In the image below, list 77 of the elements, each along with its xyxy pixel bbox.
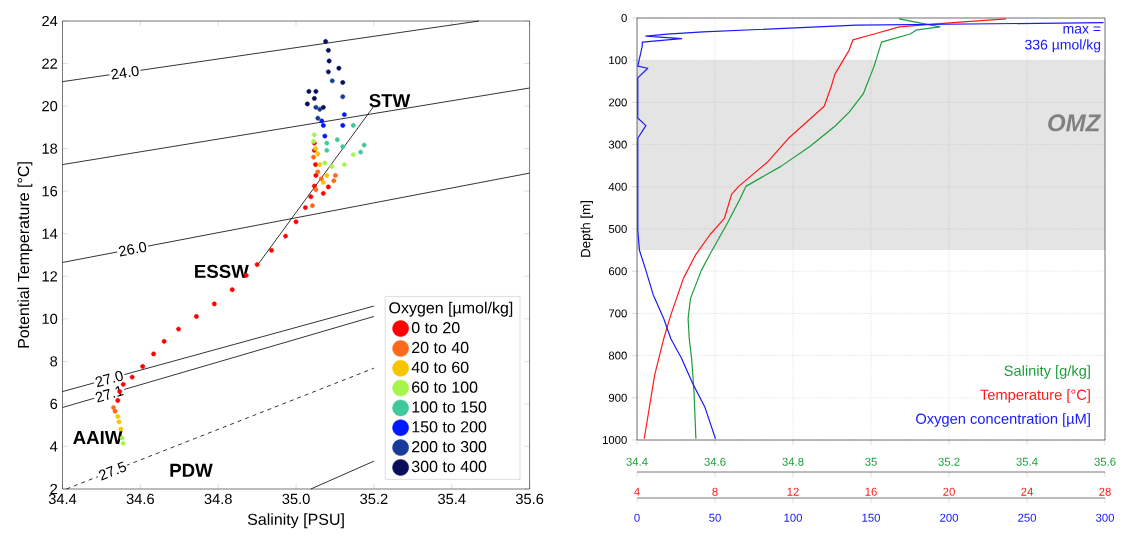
x2-tick-label: 150 bbox=[862, 513, 881, 522]
y-tick-label: 100 bbox=[609, 56, 627, 65]
legend-label: 60 to 100 bbox=[412, 381, 478, 393]
band-label: OMZ bbox=[1048, 114, 1102, 132]
y-tick-label: 18 bbox=[42, 143, 58, 154]
y-tick-label: 600 bbox=[608, 267, 627, 276]
text: 27.1 bbox=[95, 385, 124, 403]
x-tick-label: 35.4 bbox=[1016, 457, 1038, 466]
legend-label: 0 to 20 bbox=[411, 322, 460, 334]
y-tick-label: 20 bbox=[42, 100, 58, 112]
text: 24.0 bbox=[111, 65, 139, 80]
text: 27.0 bbox=[95, 370, 123, 388]
x2-tick-label: 100 bbox=[784, 513, 803, 522]
legend-label: 100 to 150 bbox=[412, 401, 487, 413]
x-tick-label: 35.2 bbox=[360, 493, 388, 505]
y-tick-label: 8 bbox=[50, 356, 58, 367]
y-tick-label: 16 bbox=[42, 186, 58, 197]
y-tick-label: 300 bbox=[608, 140, 627, 149]
x2-tick-label: 50 bbox=[709, 513, 721, 522]
x-tick-label: 34.6 bbox=[126, 493, 154, 505]
x-tick-label: 34.4 bbox=[626, 457, 648, 466]
y-tick-label: 6 bbox=[50, 398, 58, 410]
y-tick-label: 700 bbox=[608, 309, 627, 318]
legend-label: 300 to 400 bbox=[411, 460, 487, 473]
x-tick-label: 34.4 bbox=[48, 493, 77, 505]
x-tick-label: 35.4 bbox=[438, 493, 466, 505]
y-tick-label: 0 bbox=[621, 14, 627, 23]
legend-label: 20 to 40 bbox=[412, 341, 469, 354]
y-tick-label: 1000 bbox=[602, 436, 627, 445]
annotation: STW bbox=[369, 93, 411, 108]
x2-tick-label: 8 bbox=[712, 487, 718, 496]
y-tick-label: 4 bbox=[49, 441, 58, 452]
x-tick-label: 35 bbox=[865, 457, 877, 466]
y-tick-label: 800 bbox=[608, 351, 627, 360]
x2-tick-label: 24 bbox=[1021, 487, 1033, 496]
x2-tick-label: 28 bbox=[1099, 487, 1111, 496]
x2-tick-label: 20 bbox=[943, 487, 955, 496]
annotation: max = 336 µmol/kg bbox=[1025, 25, 1101, 53]
y-tick-label: 12 bbox=[42, 271, 58, 282]
text: Salinity [g/kg] bbox=[1004, 365, 1090, 379]
legend-title: Oxygen [µmol/kg] bbox=[389, 301, 513, 317]
x-tick-label: 35.6 bbox=[515, 493, 544, 505]
y-tick-label: 2 bbox=[50, 483, 58, 495]
x2-tick-label: 0 bbox=[634, 513, 640, 522]
text: Temperature [°C] bbox=[980, 389, 1090, 403]
annotation: AAIW bbox=[73, 431, 123, 444]
y-axis-title: Depth [m] bbox=[580, 201, 593, 257]
text: 26.0 bbox=[118, 241, 147, 257]
text: Oxygen concentration [µM] bbox=[916, 413, 1090, 427]
annotation: PDW bbox=[170, 463, 213, 477]
x-tick-label: 35.2 bbox=[938, 457, 960, 466]
y-tick-label: 500 bbox=[608, 225, 627, 234]
annotation: ESSW bbox=[195, 264, 249, 278]
text: 27.5 bbox=[98, 461, 127, 481]
x-tick-label: 35.0 bbox=[282, 493, 310, 505]
x2-tick-label: 4 bbox=[634, 487, 640, 496]
legend-label: 200 to 300 bbox=[412, 441, 487, 453]
x-tick-label: 34.8 bbox=[204, 493, 232, 505]
x2-tick-label: 300 bbox=[1095, 513, 1115, 522]
x2-tick-label: 16 bbox=[865, 487, 877, 496]
x-tick-label: 35.6 bbox=[1094, 457, 1116, 466]
y-tick-label: 14 bbox=[42, 228, 58, 239]
legend-label: 40 to 60 bbox=[411, 361, 469, 373]
legend-label: 150 to 200 bbox=[412, 421, 487, 433]
x2-tick-label: 12 bbox=[787, 487, 799, 496]
x2-tick-label: 200 bbox=[940, 513, 959, 522]
x-tick-label: 34.8 bbox=[782, 457, 804, 466]
y-tick-label: 22 bbox=[42, 58, 58, 69]
y-tick-label: 900 bbox=[608, 393, 627, 402]
y-tick-label: 200 bbox=[608, 98, 627, 107]
y-axis-title: Potential Temperature [°C] bbox=[17, 162, 33, 348]
x-axis-title: Salinity [PSU] bbox=[247, 513, 344, 529]
y-tick-label: 10 bbox=[42, 313, 58, 325]
x2-tick-label: 250 bbox=[1018, 513, 1037, 522]
x-tick-label: 34.6 bbox=[704, 457, 726, 466]
y-tick-label: 400 bbox=[608, 182, 627, 191]
y-tick-label: 24 bbox=[42, 15, 58, 27]
